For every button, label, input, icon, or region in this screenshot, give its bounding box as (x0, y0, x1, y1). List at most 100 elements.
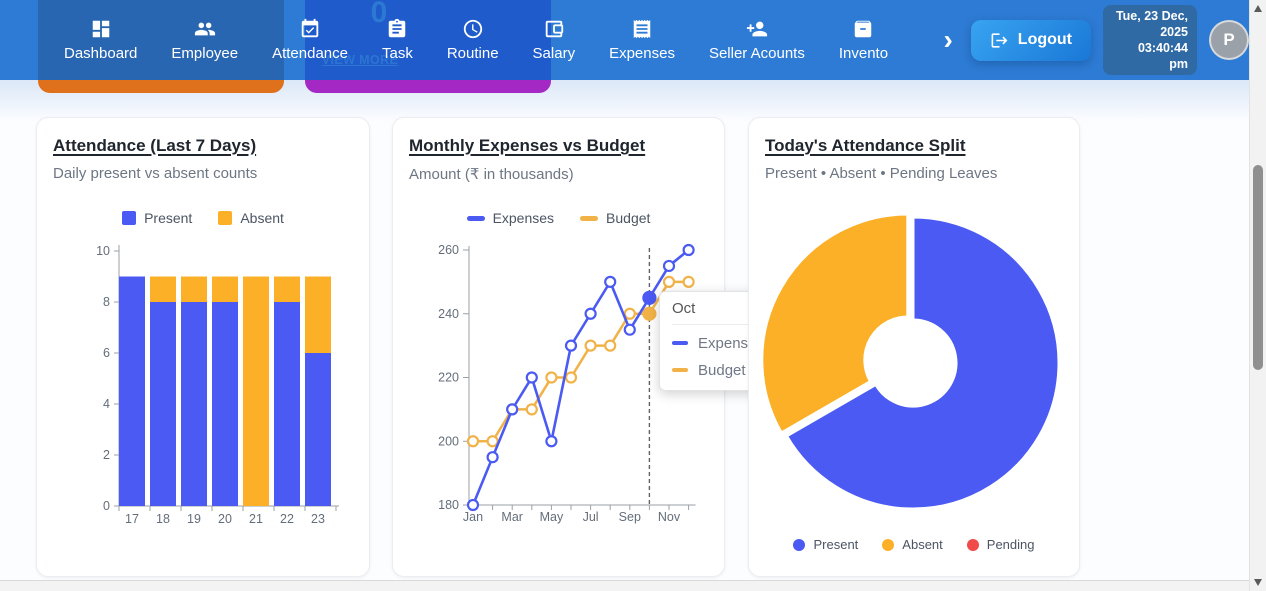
tooltip-budget-swatch (672, 368, 688, 372)
svg-text:18: 18 (156, 512, 170, 526)
nav-item-salary[interactable]: Salary (532, 18, 576, 62)
legend-label: Pending (986, 537, 1035, 552)
logout-icon (990, 31, 1009, 50)
nav-item-label: Employee (171, 45, 239, 62)
legend-swatch (580, 215, 599, 221)
clock-icon (462, 18, 484, 40)
nav-item-inventory[interactable]: Invento (839, 18, 888, 62)
nav-item-label: Seller Acounts (708, 45, 805, 62)
svg-text:23: 23 (311, 512, 325, 526)
attendance-bar-card: Attendance (Last 7 Days) Daily present v… (36, 117, 370, 577)
nav-item-seller-accounts[interactable]: Seller Acounts (709, 18, 805, 62)
archive-icon (852, 18, 874, 40)
datetime-line: 2025 (1160, 24, 1188, 39)
card-subtitle: Daily present vs absent counts (53, 165, 258, 182)
datetime-display: Tue, 23 Dec, 2025 03:40:44 pm (1103, 5, 1197, 75)
wallet-icon (543, 18, 565, 40)
legend-label: Present (813, 537, 859, 552)
datetime-line: pm (1169, 57, 1188, 72)
legend-swatch (218, 211, 233, 225)
vertical-scrollbar-thumb[interactable] (1253, 165, 1263, 370)
line-chart-canvas[interactable]: 180 200 220 240 260 Jan Mar May Jul Sep Nov (433, 240, 733, 540)
nav-item-label: Salary (532, 45, 576, 62)
datetime-line: 03:40:44 (1137, 41, 1188, 55)
legend-label: Present (144, 210, 193, 226)
tooltip-series-name: Expenses (698, 334, 764, 352)
svg-text:10: 10 (96, 244, 110, 258)
legend-item-budget[interactable]: Budget (580, 210, 650, 226)
donut-chart-legend: Present Absent Pending (749, 537, 1079, 552)
svg-text:Jan: Jan (463, 510, 483, 524)
svg-text:21: 21 (249, 512, 263, 526)
nav-item-label: Dashboard (64, 45, 138, 62)
donut-chart-canvas[interactable] (749, 210, 1081, 522)
svg-text:Nov: Nov (658, 510, 681, 524)
svg-text:Jul: Jul (583, 510, 599, 524)
nav-item-task[interactable]: Task (382, 18, 413, 62)
legend-item-present[interactable]: Present (793, 537, 858, 552)
horizontal-scrollbar[interactable] (0, 580, 1249, 591)
nav-item-label: Attendance (272, 45, 348, 62)
bar-chart-canvas[interactable]: 0 2 4 6 8 10 17 18 19 20 21 22 23 (77, 240, 377, 540)
expenses-line-card: Monthly Expenses vs Budget Amount (₹ in … (392, 117, 837, 577)
line-chart-legend: Expenses Budget (393, 210, 724, 226)
svg-text:240: 240 (438, 307, 459, 321)
svg-text:200: 200 (438, 434, 459, 448)
card-title: Today's Attendance Split (765, 136, 966, 155)
person-add-icon (746, 18, 768, 40)
scroll-down-arrow[interactable] (1254, 579, 1262, 586)
legend-item-present[interactable]: Present (122, 210, 192, 226)
svg-text:May: May (540, 510, 564, 524)
legend-label: Absent (240, 210, 284, 226)
avatar[interactable]: P (1209, 20, 1249, 60)
svg-text:20: 20 (218, 512, 232, 526)
logout-label: Logout (1017, 31, 1072, 48)
calendar-check-icon (299, 18, 321, 40)
svg-text:180: 180 (438, 498, 459, 512)
legend-label: Absent (902, 537, 943, 552)
bar-chart-legend: Present Absent (37, 210, 369, 226)
tooltip-series-name: Budget (698, 361, 746, 379)
dashboard-icon (90, 18, 112, 40)
nav-items: Dashboard Employee Attendance Task Routi… (0, 18, 888, 62)
card-subtitle: Amount (₹ in thousands) (409, 166, 574, 183)
scroll-up-arrow[interactable] (1254, 5, 1262, 12)
nav-item-dashboard[interactable]: Dashboard (64, 18, 137, 62)
svg-text:220: 220 (438, 371, 459, 385)
nav-item-label: Task (382, 45, 413, 62)
nav-item-expenses[interactable]: Expenses (609, 18, 675, 62)
legend-item-pending[interactable]: Pending (966, 537, 1035, 552)
nav-item-label: Expenses (609, 45, 675, 62)
nav-scroll-more-button[interactable]: › (943, 23, 953, 55)
nav-item-label: Invento (838, 45, 889, 62)
nav-item-routine[interactable]: Routine (447, 18, 499, 62)
datetime-line: Tue, 23 Dec, (1115, 8, 1188, 23)
nav-item-attendance[interactable]: Attendance (272, 18, 348, 62)
svg-text:8: 8 (103, 295, 110, 309)
card-title: Attendance (Last 7 Days) (53, 136, 257, 155)
legend-swatch (793, 538, 806, 551)
svg-text:2: 2 (103, 448, 110, 462)
attendance-split-donut-card: Today's Attendance Split Present • Absen… (748, 117, 1080, 577)
legend-item-expenses[interactable]: Expenses (466, 210, 554, 226)
legend-item-absent[interactable]: Absent (218, 210, 284, 226)
legend-item-absent[interactable]: Absent (882, 537, 943, 552)
vertical-scrollbar[interactable] (1249, 0, 1266, 591)
receipt-icon (631, 18, 653, 40)
card-title: Monthly Expenses vs Budget (409, 136, 646, 155)
card-subtitle: Present • Absent • Pending Leaves (765, 165, 998, 182)
logout-button[interactable]: Logout (970, 19, 1091, 61)
svg-text:17: 17 (125, 512, 139, 526)
svg-text:6: 6 (103, 346, 110, 360)
people-icon (194, 18, 216, 40)
svg-text:Mar: Mar (501, 510, 523, 524)
top-navbar: Dashboard Employee Attendance Task Routi… (0, 0, 1249, 80)
legend-swatch (882, 538, 895, 551)
legend-label: Budget (606, 210, 651, 226)
clipboard-icon (386, 18, 408, 40)
svg-text:0: 0 (103, 499, 110, 513)
svg-text:260: 260 (438, 243, 459, 257)
nav-item-label: Routine (446, 45, 499, 62)
nav-item-employee[interactable]: Employee (171, 18, 238, 62)
svg-text:Sep: Sep (619, 510, 641, 524)
